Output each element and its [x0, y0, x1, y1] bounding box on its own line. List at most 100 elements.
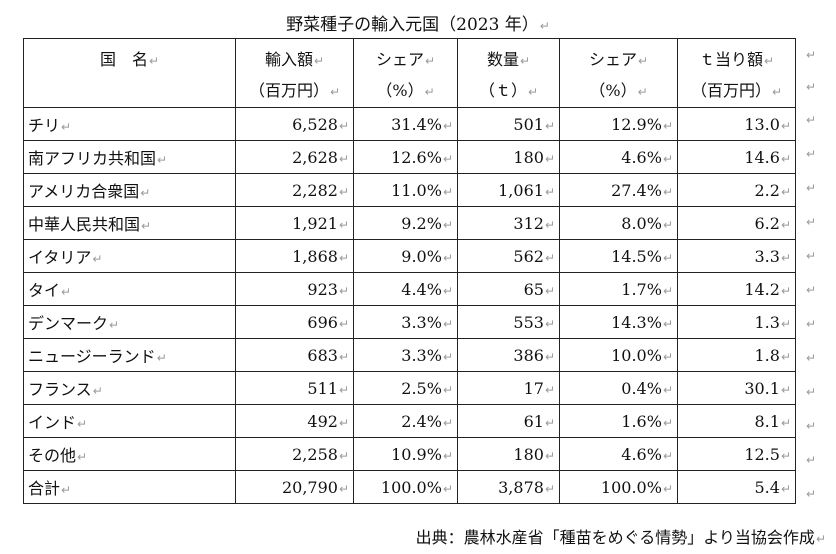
country-cell: デンマーク↵	[23, 305, 236, 339]
paragraph-mark-icon: ↵	[662, 118, 673, 133]
header-label: 国 名↵	[28, 45, 231, 76]
paragraph-mark-icon: ↵	[338, 349, 349, 364]
header-label-text: 数量	[486, 50, 519, 69]
cell-text: 553	[513, 312, 544, 332]
paragraph-mark-icon: ↵	[780, 151, 791, 166]
header-label-text: ｔ当り額	[698, 50, 763, 69]
cell-text: 20,790	[281, 477, 338, 497]
paragraph-mark-icon: ↵	[77, 450, 88, 464]
paragraph-mark-icon: ↵	[662, 448, 673, 463]
value-cell: 492↵	[235, 404, 354, 438]
cell-text: インド	[28, 413, 77, 432]
cell-text: 12.6%	[391, 147, 442, 167]
value-cell: 20,790↵	[235, 470, 354, 504]
paragraph-mark-icon: ↵	[61, 120, 72, 134]
cell-text: チリ	[28, 116, 61, 135]
value-cell: 10.0%↵	[559, 338, 678, 372]
paragraph-mark-icon: ↵	[544, 415, 555, 430]
row-end-mark-icon: ↵	[806, 453, 817, 467]
cell-text: 65	[523, 279, 544, 299]
table-row: フランス↵ 511↵ 2.5%↵ 17↵ 0.4%↵ 30.1↵	[23, 371, 796, 405]
value-cell: 553↵	[457, 305, 560, 339]
cell-text: その他	[28, 446, 77, 465]
cell-text: 1.3	[754, 312, 780, 332]
cell-text: 2,258	[292, 444, 338, 464]
paragraph-mark-icon: ↵	[92, 384, 103, 398]
header-unit-text: （百万円）	[690, 81, 771, 100]
table-body: チリ↵ 6,528↵ 31.4%↵ 501↵ 12.9%↵ 13.0↵ 南アフリカ共和国↵ 2…	[23, 107, 796, 504]
cell-text: 13.0	[744, 114, 780, 134]
header-label-text: シェア	[375, 50, 424, 69]
country-cell: アメリカ合衆国↵	[23, 173, 236, 207]
cell-text: 683	[307, 345, 338, 365]
value-cell: 1,061↵	[457, 173, 560, 207]
paragraph-mark-icon: ↵	[313, 54, 325, 68]
paragraph-mark-icon: ↵	[544, 481, 555, 496]
paragraph-mark-icon: ↵	[442, 448, 453, 463]
value-cell: 1.6%↵	[559, 404, 678, 438]
paragraph-mark-icon: ↵	[544, 382, 555, 397]
table-row: イタリア↵ 1,868↵ 9.0%↵ 562↵ 14.5%↵ 3.3↵	[23, 239, 796, 273]
header-unit: （百万円）↵	[682, 76, 791, 107]
cell-text: イタリア	[28, 248, 92, 267]
paragraph-mark-icon: ↵	[815, 532, 826, 546]
header-label-text: 国 名	[99, 50, 148, 69]
paragraph-mark-icon: ↵	[544, 217, 555, 232]
value-cell: 9.2%↵	[353, 206, 458, 240]
paragraph-mark-icon: ↵	[442, 415, 453, 430]
cell-text: 1,921	[292, 213, 338, 233]
paragraph-mark-icon: ↵	[92, 252, 103, 266]
paragraph-mark-icon: ↵	[763, 54, 775, 68]
header-unit-text: （%）	[589, 81, 637, 100]
paragraph-mark-icon: ↵	[780, 217, 791, 232]
cell-text: 南アフリカ共和国	[28, 149, 157, 168]
cell-text: 100.0%	[600, 477, 662, 497]
value-cell: 17↵	[457, 371, 560, 405]
value-cell: 14.3%↵	[559, 305, 678, 339]
cell-text: 6.2	[754, 213, 780, 233]
header-cell: シェア↵ （%）↵	[353, 38, 458, 108]
country-cell: チリ↵	[23, 107, 236, 141]
paragraph-mark-icon: ↵	[338, 151, 349, 166]
paragraph-mark-icon: ↵	[338, 481, 349, 496]
value-cell: 2.2↵	[677, 173, 796, 207]
source-note: 出典：農林水産省「種苗をめぐる情勢」より当協会作成↵	[416, 524, 826, 548]
cell-text: 180	[513, 147, 544, 167]
country-cell: タイ↵	[23, 272, 236, 306]
header-label: 数量↵	[462, 45, 555, 76]
paragraph-mark-icon: ↵	[338, 118, 349, 133]
cell-text: 27.4%	[611, 180, 662, 200]
paragraph-mark-icon: ↵	[780, 415, 791, 430]
country-cell: ニュージーランド↵	[23, 338, 236, 372]
cell-text: 2.5%	[401, 378, 442, 398]
cell-text: 312	[513, 213, 544, 233]
cell-text: 8.0%	[621, 213, 662, 233]
cell-text: 4.6%	[621, 444, 662, 464]
row-end-mark-icon: ↵	[806, 249, 817, 263]
cell-text: 3.3	[754, 246, 780, 266]
row-end-mark-icon: ↵	[806, 487, 817, 501]
paragraph-mark-icon: ↵	[338, 250, 349, 265]
value-cell: 6,528↵	[235, 107, 354, 141]
value-cell: 9.0%↵	[353, 239, 458, 273]
paragraph-mark-icon: ↵	[780, 382, 791, 397]
paragraph-mark-icon: ↵	[329, 85, 341, 99]
value-cell: 4.4%↵	[353, 272, 458, 306]
header-cell: シェア↵ （%）↵	[559, 38, 678, 108]
paragraph-mark-icon: ↵	[338, 448, 349, 463]
cell-text: 6,528	[292, 114, 338, 134]
cell-text: 5.4	[754, 477, 780, 497]
country-cell: 合計↵	[23, 470, 236, 504]
paragraph-mark-icon: ↵	[140, 186, 151, 200]
cell-text: ニュージーランド	[28, 347, 156, 366]
paragraph-mark-icon: ↵	[544, 118, 555, 133]
header-cell: 国 名↵	[23, 38, 236, 108]
cell-text: 30.1	[744, 378, 780, 398]
value-cell: 1.8↵	[677, 338, 796, 372]
value-cell: 31.4%↵	[353, 107, 458, 141]
row-end-mark-icon: ↵	[806, 385, 817, 399]
paragraph-mark-icon: ↵	[442, 250, 453, 265]
header-label: 輸入額↵	[240, 45, 349, 76]
table-row: アメリカ合衆国↵ 2,282↵ 11.0%↵ 1,061↵ 27.4%↵ 2.2↵	[23, 173, 796, 207]
paragraph-mark-icon: ↵	[544, 283, 555, 298]
